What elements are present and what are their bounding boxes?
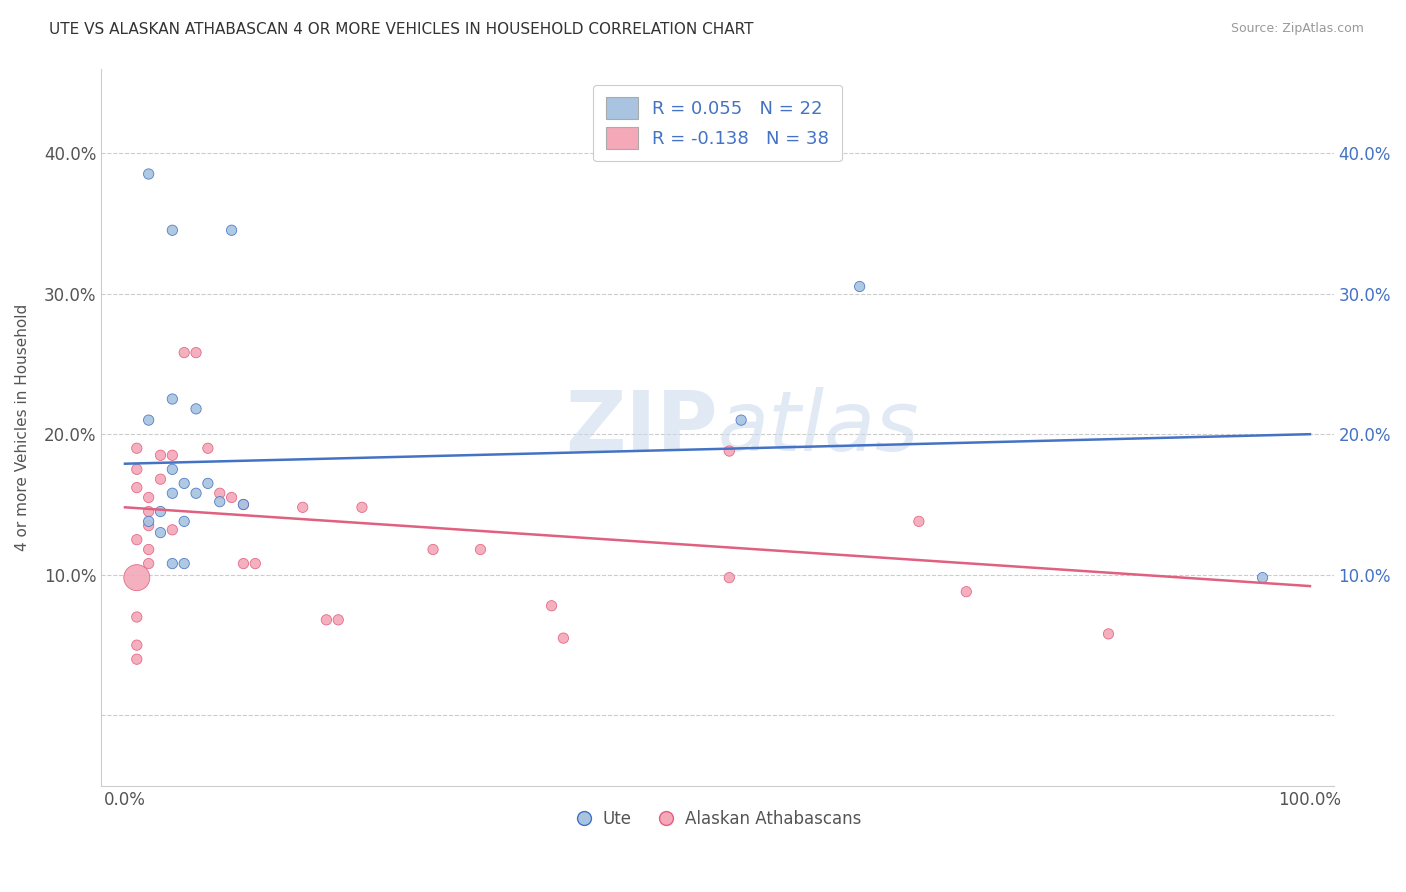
Point	[125, 462, 148, 476]
Point	[138, 542, 160, 557]
Point	[540, 599, 562, 613]
Point	[125, 533, 148, 547]
Point	[125, 481, 148, 495]
Point	[197, 442, 219, 456]
Point	[232, 498, 254, 512]
Text: UTE VS ALASKAN ATHABASCAN 4 OR MORE VEHICLES IN HOUSEHOLD CORRELATION CHART: UTE VS ALASKAN ATHABASCAN 4 OR MORE VEHI…	[49, 22, 754, 37]
Point	[848, 279, 870, 293]
Legend: Ute, Alaskan Athabascans: Ute, Alaskan Athabascans	[567, 804, 868, 835]
Point	[138, 167, 160, 181]
Point	[173, 345, 195, 359]
Point	[173, 515, 195, 529]
Point	[173, 476, 195, 491]
Y-axis label: 4 or more Vehicles in Household: 4 or more Vehicles in Household	[15, 303, 30, 550]
Point	[553, 631, 575, 645]
Point	[718, 571, 741, 585]
Point	[149, 525, 172, 540]
Point	[138, 491, 160, 505]
Point	[245, 557, 267, 571]
Point	[328, 613, 350, 627]
Point	[232, 498, 254, 512]
Point	[173, 557, 195, 571]
Point	[149, 504, 172, 518]
Point	[138, 518, 160, 533]
Point	[162, 462, 184, 476]
Point	[221, 223, 243, 237]
Point	[291, 500, 314, 515]
Point	[955, 584, 977, 599]
Point	[184, 345, 207, 359]
Point	[138, 413, 160, 427]
Text: ZIP: ZIP	[565, 386, 717, 467]
Point	[125, 638, 148, 652]
Point	[162, 448, 184, 462]
Point	[1251, 571, 1274, 585]
Point	[162, 557, 184, 571]
Point	[184, 401, 207, 416]
Point	[1097, 627, 1119, 641]
Point	[470, 542, 492, 557]
Point	[162, 223, 184, 237]
Point	[149, 472, 172, 486]
Point	[125, 571, 148, 585]
Point	[125, 442, 148, 456]
Point	[908, 515, 931, 529]
Point	[162, 523, 184, 537]
Point	[138, 557, 160, 571]
Text: atlas: atlas	[717, 386, 920, 467]
Point	[162, 392, 184, 406]
Text: Source: ZipAtlas.com: Source: ZipAtlas.com	[1230, 22, 1364, 36]
Point	[125, 610, 148, 624]
Point	[149, 448, 172, 462]
Point	[138, 504, 160, 518]
Point	[138, 515, 160, 529]
Point	[315, 613, 337, 627]
Point	[718, 444, 741, 458]
Point	[350, 500, 373, 515]
Point	[232, 557, 254, 571]
Point	[730, 413, 752, 427]
Point	[162, 486, 184, 500]
Point	[208, 486, 231, 500]
Point	[208, 494, 231, 508]
Point	[221, 491, 243, 505]
Point	[422, 542, 444, 557]
Point	[197, 476, 219, 491]
Point	[184, 486, 207, 500]
Point	[125, 652, 148, 666]
